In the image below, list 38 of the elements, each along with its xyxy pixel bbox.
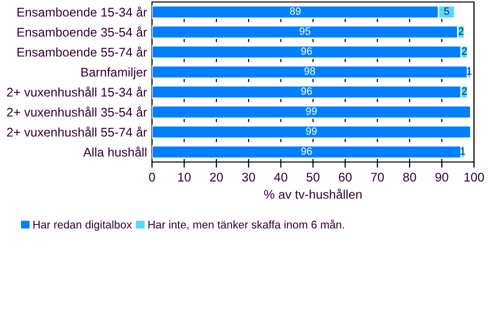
y-tick-label: Alla hushåll — [83, 146, 146, 157]
x-axis-title: % av tv-hushållen — [264, 188, 362, 199]
x-tick-label: 20 — [210, 172, 223, 182]
data-label: 2 — [462, 87, 467, 95]
x-tick-label: 0 — [149, 172, 155, 182]
x-tick-label: 40 — [274, 172, 288, 182]
x-tick-label: 90 — [435, 172, 448, 182]
y-tick-label: Ensamboende 35-54 år — [18, 26, 147, 37]
bar — [152, 125, 472, 139]
bar — [152, 65, 468, 79]
y-tick-label: Barnfamiljer — [81, 67, 147, 80]
data-label: 96 — [301, 147, 312, 155]
y-tick-label: 2+ vuxenhushåll 15-34 år — [7, 86, 147, 97]
x-tick-label: 10 — [178, 172, 191, 182]
y-tick-label: 2+ vuxenhushåll 55-74 år — [7, 126, 147, 137]
data-label: 96 — [301, 87, 312, 95]
y-tick-label: Ensamboende 55-74 år — [18, 46, 147, 57]
data-label: 99 — [306, 107, 317, 115]
x-tick-label: 100 — [464, 172, 484, 182]
legend-label: Har redan digitalbox — [33, 220, 132, 231]
x-tick-label: 80 — [403, 172, 416, 182]
y-tick-label: 2+ vuxenhushåll 35-54 år — [7, 106, 147, 117]
x-tick-label: 70 — [371, 172, 384, 182]
data-label: 5 — [444, 8, 450, 15]
data-label: 95 — [300, 27, 310, 35]
bar — [152, 105, 472, 119]
x-tick-label: 50 — [306, 172, 320, 182]
data-label: 98 — [304, 67, 316, 75]
x-tick-label: 30 — [242, 172, 256, 182]
data-label: 89 — [290, 7, 301, 15]
x-tick-label: 60 — [338, 172, 352, 182]
legend-label: Har inte, men tänker skaffa inom 6 mån. — [148, 219, 344, 230]
data-label: 96 — [301, 47, 312, 55]
bar — [152, 145, 462, 159]
data-label: 99 — [306, 127, 317, 135]
y-tick-label: Ensamboende 15-34 år — [18, 6, 147, 17]
data-label: 2 — [458, 27, 464, 35]
data-label: 2 — [462, 47, 467, 55]
